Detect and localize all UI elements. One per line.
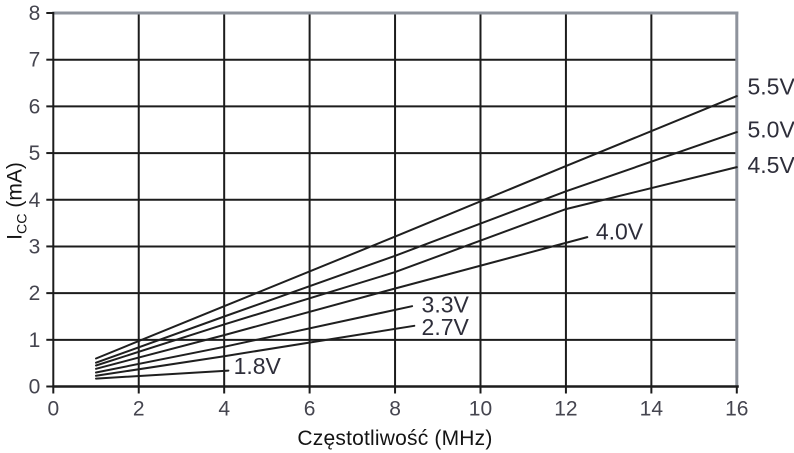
series-line-2.7V	[95, 324, 416, 377]
x-tick-label-8: 8	[389, 398, 401, 421]
series-line-5.5V	[95, 95, 738, 360]
x-tick-label-2: 2	[133, 398, 145, 421]
y-tick-label-2: 2	[29, 282, 41, 305]
series-line-4.0V	[95, 236, 589, 370]
x-tick-label-16: 16	[725, 398, 748, 421]
y-tick-label-1: 1	[29, 329, 41, 352]
series-line-1.8V	[95, 369, 230, 380]
series-label-5.5V: 5.5V	[747, 73, 794, 99]
y-tick-label-8: 8	[29, 2, 41, 25]
x-tick-label-12: 12	[554, 398, 577, 421]
series-line-3.3V	[95, 305, 414, 374]
x-tick-label-14: 14	[640, 398, 664, 421]
y-tick-label-6: 6	[29, 95, 41, 118]
x-tick-label-4: 4	[218, 398, 230, 421]
y-axis-title-unit: (mA)	[3, 162, 27, 214]
x-tick-label-10: 10	[469, 398, 492, 421]
y-axis-title-main: I	[3, 234, 27, 240]
series-label-1.8V: 1.8V	[234, 353, 282, 379]
x-tick-label-6: 6	[304, 398, 316, 421]
y-tick-label-7: 7	[29, 49, 41, 72]
series-label-2.7V: 2.7V	[422, 314, 470, 340]
y-axis-title: ICC (mA)	[3, 162, 30, 240]
series-label-4.5V: 4.5V	[747, 152, 794, 178]
y-tick-label-5: 5	[29, 142, 41, 165]
series-line-4.5V	[95, 166, 738, 367]
series-label-4.0V: 4.0V	[596, 219, 644, 245]
y-tick-label-4: 4	[29, 189, 41, 212]
x-tick-label-0: 0	[47, 398, 59, 421]
series-label-3.3V: 3.3V	[422, 291, 470, 317]
x-axis-title: Częstotliwość (MHz)	[297, 427, 493, 450]
series-line-5.0V	[95, 131, 738, 364]
series-label-5.0V: 5.0V	[747, 116, 794, 142]
y-axis-title-subscript: CC	[14, 213, 31, 235]
y-tick-label-0: 0	[29, 376, 41, 399]
y-tick-label-3: 3	[29, 235, 41, 258]
